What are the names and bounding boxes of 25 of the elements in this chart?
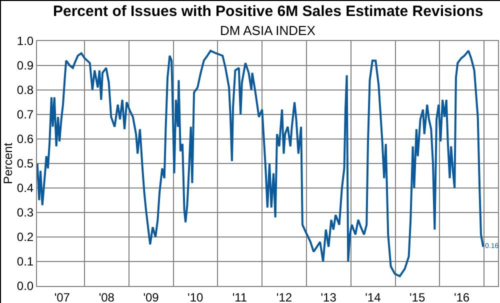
x-tick-label: '08 bbox=[98, 290, 115, 303]
line-series bbox=[37, 50, 484, 278]
y-tick-label: 0.2 bbox=[16, 230, 34, 244]
x-tick-label: '15 bbox=[409, 290, 426, 303]
x-tick-label: '14 bbox=[365, 290, 382, 303]
y-tick-label: 0.1 bbox=[16, 254, 34, 269]
y-tick-label: 0.4 bbox=[16, 181, 34, 196]
y-tick-label: 0.7 bbox=[16, 108, 34, 122]
x-tick-label: '10 bbox=[188, 290, 204, 303]
chart-title: Percent of Issues with Positive 6M Sales Estimate Revisions bbox=[53, 3, 484, 20]
x-tick-label: '11 bbox=[232, 290, 248, 303]
y-tick-label: 0.8 bbox=[16, 83, 34, 98]
y-axis-title: Percent bbox=[1, 142, 15, 184]
x-tick-label: '16 bbox=[454, 290, 470, 303]
y-tick-label: 0.9 bbox=[16, 58, 34, 73]
chart-subtitle: DM ASIA INDEX bbox=[220, 23, 316, 38]
x-tick-label: '09 bbox=[143, 290, 160, 303]
x-tick-label: '12 bbox=[276, 290, 292, 303]
y-tick-label: 0.5 bbox=[16, 156, 34, 171]
y-tick-label: 1.0 bbox=[16, 34, 34, 48]
y-tick-label: 0.0 bbox=[16, 279, 34, 294]
x-tick-label: '13 bbox=[320, 290, 337, 303]
y-tick-label: 0.6 bbox=[16, 132, 34, 146]
x-tick-label: '07 bbox=[54, 290, 70, 303]
y-tick-label: 0.3 bbox=[16, 206, 34, 220]
